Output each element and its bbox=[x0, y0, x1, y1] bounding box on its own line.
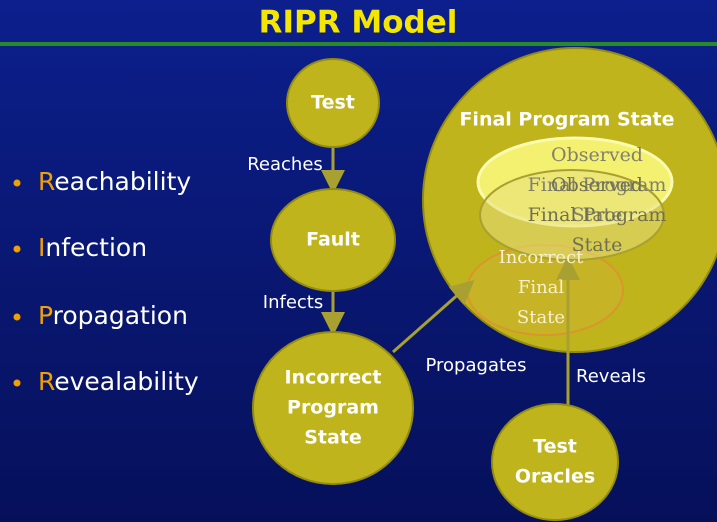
observed-label: Observed bbox=[551, 174, 643, 196]
bullet-text: Propagation bbox=[38, 301, 188, 330]
bullet-dot bbox=[13, 179, 21, 187]
bullet-dot bbox=[13, 379, 21, 387]
observed-label: State bbox=[572, 234, 623, 256]
bullet-initial: P bbox=[38, 301, 53, 330]
node bbox=[252, 331, 414, 485]
node-label: Oracles bbox=[515, 466, 595, 488]
node bbox=[491, 403, 619, 521]
edge-label: Reveals bbox=[576, 366, 646, 387]
observed-label: Observed bbox=[551, 144, 643, 166]
title-rule bbox=[0, 42, 717, 46]
bullet-rest: evealability bbox=[54, 367, 199, 396]
edge-label: Reaches bbox=[247, 154, 323, 175]
bullet-text: Reachability bbox=[38, 167, 191, 196]
bullet-initial: R bbox=[38, 167, 55, 196]
edge-label: Propagates bbox=[426, 355, 527, 376]
bullet-rest: eachability bbox=[54, 167, 191, 196]
observed-label: Final Program bbox=[528, 204, 667, 226]
node-label: Test bbox=[533, 436, 577, 458]
bullet-initial: I bbox=[38, 233, 45, 262]
incorrect-final-label: State bbox=[517, 307, 565, 328]
node bbox=[286, 58, 380, 148]
bullet-dot bbox=[13, 245, 21, 253]
arrow bbox=[392, 280, 475, 354]
final-state-label: Final Program State bbox=[459, 109, 674, 131]
node-label: Incorrect bbox=[285, 367, 382, 389]
bullet-text: Infection bbox=[38, 233, 147, 262]
node-label: Program bbox=[287, 397, 379, 419]
incorrect-final-label: Final bbox=[518, 277, 565, 298]
node bbox=[270, 188, 396, 292]
edge-label: Infects bbox=[263, 292, 323, 313]
node-label: State bbox=[304, 427, 362, 449]
node-label: Test bbox=[311, 92, 355, 114]
bullet-rest: ropagation bbox=[53, 301, 188, 330]
bullet-text: Revealability bbox=[38, 367, 199, 396]
title: RIPR Model bbox=[259, 5, 458, 41]
observed-label: Final Program bbox=[528, 174, 667, 196]
observed-label: State bbox=[572, 204, 623, 226]
bullet-initial: R bbox=[38, 367, 55, 396]
bullet-rest: nfection bbox=[45, 233, 147, 262]
incorrect-final-label: Incorrect bbox=[499, 247, 585, 268]
node-label: Fault bbox=[306, 229, 360, 251]
bullet-dot bbox=[13, 313, 21, 321]
